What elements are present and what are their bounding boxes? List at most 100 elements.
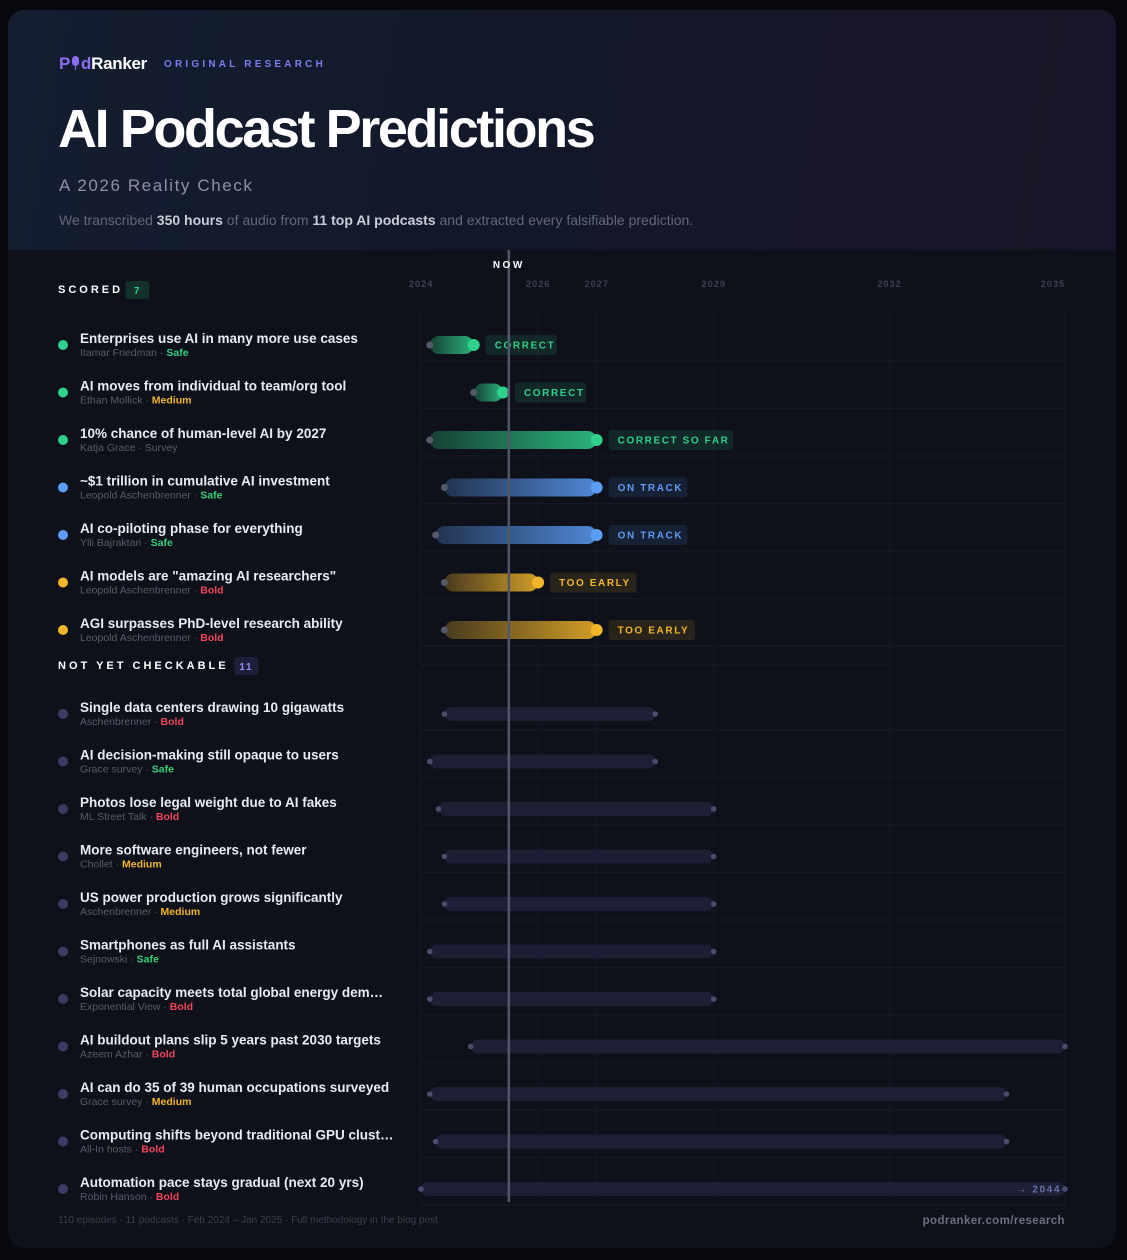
- bar-end-dot: [590, 529, 603, 541]
- prediction-source: Ethan Mollick · Medium: [80, 395, 191, 407]
- prediction-title: AI buildout plans slip 5 years past 2030…: [80, 1033, 381, 1048]
- prediction-author: Aschenbrenner ·: [80, 716, 161, 728]
- status-label: ON TRACK: [618, 531, 684, 542]
- bar-end-dot: [1062, 1186, 1068, 1192]
- status-dot: [58, 946, 68, 957]
- prediction-title: ~$1 trillion in cumulative AI investment: [80, 474, 330, 489]
- status-pill: [514, 382, 587, 403]
- prediction-title: AI can do 35 of 39 human occupations sur…: [80, 1080, 389, 1095]
- prediction-source: Aschenbrenner · Bold: [80, 716, 184, 728]
- tagline: ORIGINAL RESEARCH: [163, 58, 326, 70]
- prediction-bar: [438, 802, 714, 816]
- bar-start-dot: [426, 758, 433, 765]
- prediction-timeline-chart: 2024 2026 2027 2029 2032 2035 SCORED 7 Enterpris…: [58, 250, 1068, 1227]
- status-dot: [58, 1136, 68, 1147]
- prediction-source: Grace survey · Safe: [80, 764, 174, 776]
- risk-label: Bold: [170, 1001, 193, 1013]
- prediction-author: Ethan Mollick ·: [80, 395, 152, 407]
- status-dot: [58, 482, 68, 493]
- risk-label: Safe: [137, 954, 159, 966]
- bar-start-dot: [432, 1138, 439, 1145]
- prediction-source: Robin Hanson · Bold: [80, 1191, 179, 1203]
- prediction-title: More software engineers, not fewer: [80, 843, 307, 858]
- bar-start-dot: [432, 531, 440, 539]
- bar-start-dot: [418, 1186, 424, 1192]
- prediction-bar: [444, 707, 656, 721]
- prediction-title: AI moves from individual to team/org too…: [80, 379, 346, 394]
- status-dot: [58, 899, 68, 909]
- status-dot: [58, 387, 68, 398]
- risk-label: Bold: [200, 632, 223, 644]
- prediction-bar: [429, 754, 656, 769]
- section-title: NOT YET CHECKABLE: [58, 660, 229, 672]
- prediction-source: ML Street Talk · Bold: [80, 811, 179, 823]
- prediction-author: Chollet ·: [80, 859, 122, 871]
- prediction-author: Katja Grace · Survey: [80, 442, 178, 454]
- prediction-author: Aschenbrenner ·: [80, 906, 161, 918]
- bar-end-dot: [652, 758, 658, 765]
- prediction-source: Sejnowski · Safe: [80, 954, 159, 966]
- status-dot: [58, 709, 68, 719]
- status-dot: [58, 340, 68, 350]
- axis-tick-label: 2027: [584, 279, 608, 290]
- risk-label: Safe: [152, 764, 174, 776]
- desc-text: We transcribed: [59, 212, 157, 228]
- page-description: We transcribed 350 hours of audio from 1…: [59, 212, 693, 228]
- prediction-source: Chollet · Medium: [80, 859, 162, 871]
- prediction-bar: [444, 849, 714, 864]
- now-label: NOW: [493, 260, 525, 271]
- prediction-source: Leopold Aschenbrenner · Bold: [80, 632, 224, 644]
- prediction-author: Leopold Aschenbrenner ·: [80, 632, 200, 644]
- microphone-icon: [71, 56, 80, 70]
- prediction-author: ML Street Talk ·: [80, 811, 156, 823]
- logo-text-d: d: [81, 54, 92, 73]
- prediction-source: Exponential View · Bold: [80, 1001, 193, 1013]
- axis-tick-label: 2035: [1041, 279, 1065, 290]
- prediction-bar: [429, 336, 474, 354]
- prediction-title: AI co-piloting phase for everything: [80, 521, 303, 536]
- prediction-bar: [421, 1182, 1065, 1196]
- prediction-bar: [429, 1087, 1007, 1101]
- prediction-bar: [470, 1039, 1065, 1054]
- risk-label: Bold: [141, 1144, 164, 1156]
- bar-start-dot: [440, 626, 448, 634]
- status-label: CORRECT: [495, 341, 556, 352]
- desc-podcasts: 11 top AI podcasts: [312, 212, 436, 228]
- bar-end-dot: [710, 806, 717, 812]
- prediction-source: Leopold Aschenbrenner · Safe: [80, 490, 223, 502]
- status-dot: [58, 756, 68, 767]
- axis-tick-label: 2024: [409, 279, 433, 290]
- bar-end-dot: [652, 711, 658, 717]
- prediction-bar: [429, 944, 714, 959]
- bar-start-dot: [440, 484, 448, 491]
- prediction-source: Grace survey · Medium: [80, 1096, 191, 1108]
- risk-label: Safe: [200, 490, 222, 502]
- prediction-source: Azeem Azhar · Bold: [80, 1049, 175, 1061]
- page-subtitle: A 2026 Reality Check: [59, 176, 254, 195]
- desc-text: of audio from: [222, 212, 313, 228]
- status-dot: [58, 994, 68, 1004]
- bar-start-dot: [426, 341, 434, 349]
- bar-end-dot: [710, 901, 717, 907]
- prediction-bar: [473, 383, 503, 402]
- bar-start-dot: [441, 901, 448, 907]
- prediction-source: Katja Grace · Survey: [80, 442, 178, 454]
- risk-label: Medium: [152, 1096, 192, 1108]
- bar-end-dot: [590, 434, 603, 446]
- prediction-title: Computing shifts beyond traditional GPU …: [80, 1128, 394, 1143]
- page-title: AI Podcast Predictions: [58, 99, 596, 159]
- prediction-title: AGI surpasses PhD-level research ability: [80, 616, 343, 631]
- risk-label: Safe: [166, 347, 188, 359]
- bar-end-dot: [590, 481, 603, 494]
- prediction-title: Enterprises use AI in many more use case…: [80, 331, 358, 346]
- prediction-author: Leopold Aschenbrenner ·: [80, 585, 200, 597]
- risk-label: Bold: [200, 585, 223, 597]
- prediction-source: All-In hosts · Bold: [80, 1144, 165, 1156]
- prediction-bar: [429, 431, 597, 449]
- section-count-badge: [125, 281, 150, 299]
- bar-end-dot: [710, 948, 717, 955]
- status-pill: [550, 572, 637, 593]
